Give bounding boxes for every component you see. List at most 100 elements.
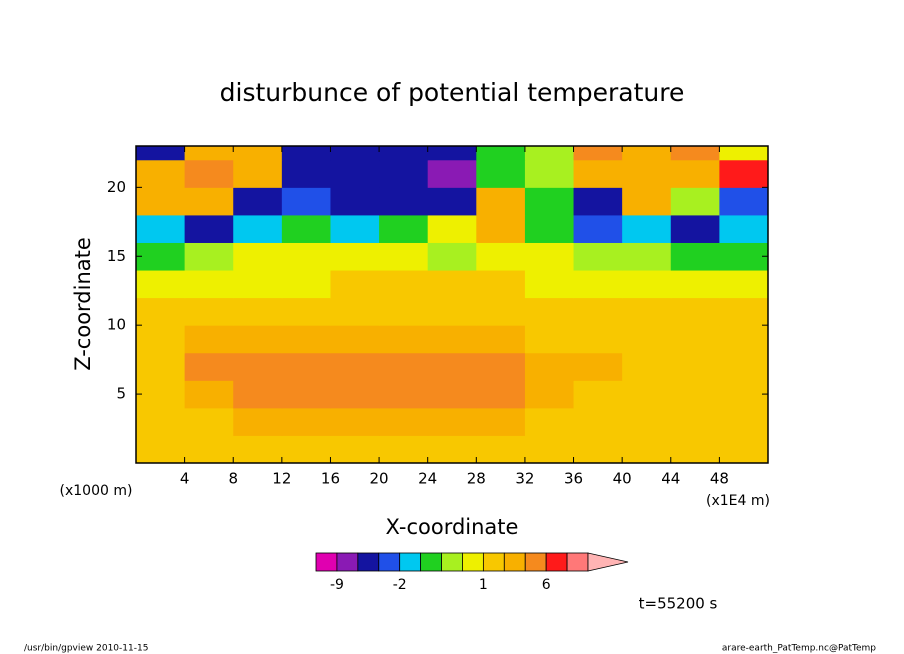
contour-cell — [719, 380, 768, 409]
contour-cell — [379, 146, 429, 161]
contour-cell — [427, 297, 477, 326]
contour-cell — [524, 214, 575, 243]
contour-cell — [524, 352, 575, 381]
contour-cell — [427, 242, 477, 271]
contour-cell — [427, 214, 477, 243]
contour-cell — [330, 242, 380, 271]
contour-field — [136, 146, 768, 463]
contour-cell — [476, 297, 526, 326]
contour-cell — [622, 187, 672, 216]
contour-cell — [427, 325, 477, 354]
contour-cell — [573, 159, 623, 188]
contour-cell — [670, 159, 720, 188]
contour-cell — [427, 146, 477, 161]
colorbar-box — [503, 552, 526, 572]
contour-cell — [281, 242, 331, 271]
contour-cell — [379, 352, 429, 381]
contour-cell — [427, 159, 477, 188]
contour-cell — [136, 270, 186, 299]
colorbar-box — [399, 552, 422, 572]
contour-cell — [379, 187, 429, 216]
contour-cell — [670, 242, 720, 271]
contour-cell — [379, 325, 429, 354]
contour-cell — [281, 146, 331, 161]
contour-cell — [476, 187, 526, 216]
x-tick-label: 36 — [564, 470, 583, 488]
contour-cell — [330, 407, 380, 436]
x-tick-label: 48 — [710, 470, 729, 488]
colorbar-box — [462, 552, 484, 572]
contour-cell — [719, 242, 768, 271]
contour-cell — [427, 435, 477, 463]
contour-cell — [622, 297, 672, 326]
footer-right: arare-earth_PatTemp.nc@PatTemp — [722, 644, 876, 654]
contour-cell — [573, 187, 623, 216]
x-tick-label: 28 — [467, 470, 486, 488]
contour-cell — [524, 159, 575, 188]
contour-cell — [622, 435, 672, 463]
contour-cell — [719, 352, 768, 381]
contour-cell — [670, 146, 720, 161]
contour-cell — [330, 380, 380, 409]
contour-cell — [670, 380, 720, 409]
y-tick-label: 20 — [107, 178, 126, 196]
contour-cell — [233, 242, 283, 271]
contour-cell — [184, 325, 234, 354]
contour-cell — [622, 380, 672, 409]
contour-cell — [136, 435, 186, 463]
x-axis-label: X-coordinate — [386, 515, 519, 539]
contour-cell — [670, 352, 720, 381]
contour-cell — [476, 325, 526, 354]
contour-cell — [184, 352, 234, 381]
colorbar-box — [378, 552, 401, 572]
contour-cell — [719, 187, 768, 216]
contour-cell — [476, 214, 526, 243]
plot-frame — [135, 145, 769, 464]
colorbar-box — [336, 552, 359, 572]
contour-cell — [281, 297, 331, 326]
contour-cell — [427, 270, 477, 299]
contour-cell — [427, 352, 477, 381]
contour-cell — [476, 270, 526, 299]
contour-cell — [233, 146, 283, 161]
contour-cell — [622, 352, 672, 381]
contour-cell — [524, 270, 575, 299]
contour-cell — [184, 146, 234, 161]
x-unit: (x1E4 m) — [706, 493, 770, 509]
y-tick-label: 5 — [116, 385, 126, 403]
contour-cell — [476, 146, 526, 161]
contour-cell — [670, 435, 720, 463]
contour-cell — [330, 325, 380, 354]
contour-cell — [184, 214, 234, 243]
contour-cell — [476, 435, 526, 463]
contour-cell — [524, 435, 575, 463]
contour-cell — [281, 380, 331, 409]
y-axis-label: Z-coordinate — [71, 237, 95, 371]
contour-cell — [136, 352, 186, 381]
contour-cell — [573, 270, 623, 299]
contour-cell — [622, 325, 672, 354]
x-tick-label: 44 — [661, 470, 680, 488]
contour-cell — [136, 187, 186, 216]
contour-cell — [573, 146, 623, 161]
contour-cell — [330, 146, 380, 161]
contour-cell — [476, 407, 526, 436]
contour-cell — [330, 214, 380, 243]
chart-title: disturbunce of potential temperature — [220, 78, 685, 107]
contour-cell — [573, 242, 623, 271]
contour-cell — [379, 214, 429, 243]
colorbar-box — [545, 552, 568, 572]
contour-cell — [719, 325, 768, 354]
contour-cell — [719, 297, 768, 326]
contour-cell — [136, 214, 186, 243]
contour-cell — [379, 270, 429, 299]
contour-cell — [622, 146, 672, 161]
contour-cell — [622, 270, 672, 299]
contour-cell — [524, 325, 575, 354]
contour-cell — [281, 407, 331, 436]
contour-cell — [670, 270, 720, 299]
colorbar: -9 -2 1 6 — [315, 552, 629, 593]
contour-cell — [184, 187, 234, 216]
contour-cell — [524, 407, 575, 436]
